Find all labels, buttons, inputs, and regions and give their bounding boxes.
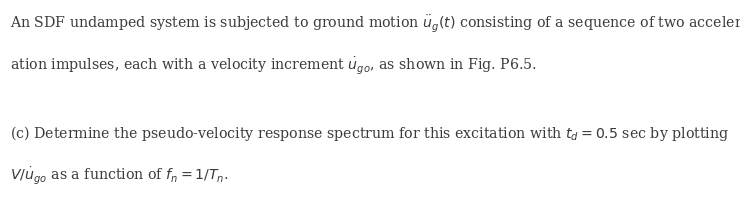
Text: (c) Determine the pseudo-velocity response spectrum for this excitation with $t_: (c) Determine the pseudo-velocity respon… [10, 124, 729, 143]
Text: ation impulses, each with a velocity increment $\dot{u}_{go}$, as shown in Fig. : ation impulses, each with a velocity inc… [10, 56, 536, 77]
Text: $V/\dot{u}_{go}$ as a function of $f_n = 1/T_n$.: $V/\dot{u}_{go}$ as a function of $f_n =… [10, 166, 229, 187]
Text: An SDF undamped system is subjected to ground motion $\ddot{u}_g(t)$ consisting : An SDF undamped system is subjected to g… [10, 14, 740, 35]
